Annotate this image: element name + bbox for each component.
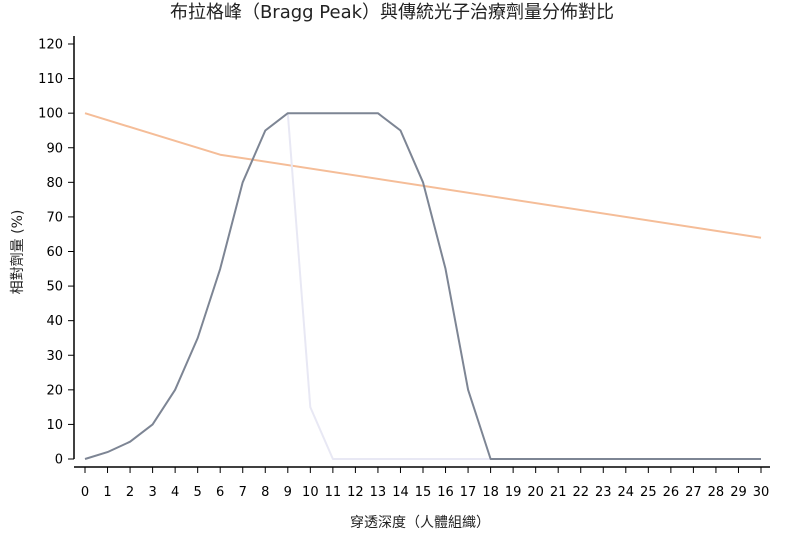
x-tick-label: 2 bbox=[126, 485, 134, 500]
y-tick-label: 0 bbox=[55, 453, 63, 468]
x-tick-label: 15 bbox=[415, 485, 432, 500]
x-tick-label: 27 bbox=[685, 485, 702, 500]
y-tick-label: 50 bbox=[46, 280, 63, 295]
x-tick-label: 1 bbox=[103, 485, 111, 500]
x-tick-label: 5 bbox=[194, 485, 202, 500]
x-tick-label: 7 bbox=[239, 485, 247, 500]
x-tick-label: 0 bbox=[81, 485, 89, 500]
y-tick-label: 80 bbox=[46, 176, 63, 191]
y-tick-label: 60 bbox=[46, 245, 63, 260]
x-tick-label: 25 bbox=[640, 485, 657, 500]
x-tick-label: 18 bbox=[482, 485, 499, 500]
x-tick-label: 19 bbox=[505, 485, 522, 500]
y-tick-label: 120 bbox=[38, 38, 63, 53]
x-tick-label: 26 bbox=[663, 485, 680, 500]
y-tick-label: 40 bbox=[46, 314, 63, 329]
series-line-3 bbox=[84, 112, 761, 460]
chart-title: 布拉格峰（Bragg Peak）與傳統光子治療劑量分佈對比 bbox=[170, 2, 614, 23]
x-tick-label: 23 bbox=[595, 485, 612, 500]
y-tick-label: 20 bbox=[46, 383, 63, 398]
series-line-1 bbox=[84, 112, 762, 239]
x-tick-label: 6 bbox=[216, 485, 224, 500]
y-tick-label: 10 bbox=[46, 418, 63, 433]
x-tick-label: 3 bbox=[148, 485, 156, 500]
x-tick-label: 12 bbox=[347, 485, 364, 500]
series-layer bbox=[84, 112, 762, 460]
y-tick-label: 90 bbox=[46, 141, 63, 156]
x-tick-label: 20 bbox=[527, 485, 544, 500]
y-tick-label: 110 bbox=[38, 72, 63, 87]
x-tick-label: 8 bbox=[261, 485, 269, 500]
x-axis-title: 穿透深度（人體組織） bbox=[350, 515, 490, 531]
x-tick-label: 22 bbox=[572, 485, 589, 500]
x-tick-label: 11 bbox=[325, 485, 342, 500]
x-tick-label: 28 bbox=[708, 485, 725, 500]
x-tick-label: 29 bbox=[730, 485, 747, 500]
series-line-2 bbox=[286, 113, 761, 460]
x-tick-label: 14 bbox=[392, 485, 409, 500]
y-tick-label: 70 bbox=[46, 210, 63, 225]
x-tick-label: 21 bbox=[550, 485, 567, 500]
x-tick-label: 4 bbox=[171, 485, 179, 500]
y-tick-label: 100 bbox=[38, 107, 63, 122]
x-tick-label: 13 bbox=[370, 485, 387, 500]
x-tick-label: 17 bbox=[460, 485, 477, 500]
x-tick-label: 16 bbox=[437, 485, 454, 500]
y-tick-label: 30 bbox=[46, 349, 63, 364]
x-tick-label: 30 bbox=[753, 485, 770, 500]
y-axis-title: 相對劑量 (%) bbox=[9, 210, 26, 295]
x-tick-label: 9 bbox=[284, 485, 292, 500]
x-tick-label: 24 bbox=[618, 485, 635, 500]
x-tick-label: 10 bbox=[302, 485, 319, 500]
